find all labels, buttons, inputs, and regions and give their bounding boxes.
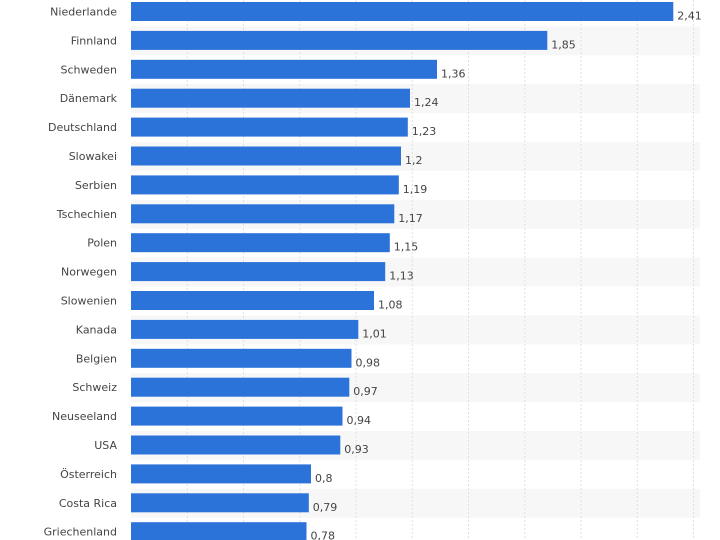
category-label: Österreich: [60, 468, 117, 481]
category-label: Belgien: [76, 352, 117, 365]
bar: [131, 319, 359, 339]
bar: [131, 406, 343, 426]
value-labels: 2,41 1,85 1,36 1,24 1,23 1,2 1,19 1,17 1,15 1,13 1…: [311, 10, 702, 540]
category-label: Polen: [87, 237, 117, 250]
value-label: 1,19: [403, 183, 428, 196]
category-label: Slowenien: [61, 295, 117, 308]
value-label: 1,15: [394, 241, 419, 254]
value-label: 1,08: [378, 299, 403, 312]
bar: [131, 348, 352, 368]
value-label: 0,98: [356, 356, 381, 369]
value-label: 0,97: [353, 385, 378, 398]
bar: [131, 262, 386, 282]
category-label: Deutschland: [48, 121, 117, 134]
value-label: 1,2: [405, 154, 423, 167]
value-label: 1,85: [551, 38, 576, 51]
category-label: Finnland: [71, 34, 117, 47]
bar: [131, 117, 408, 137]
category-label: Niederlande: [50, 6, 117, 19]
category-label: Griechenland: [44, 526, 117, 539]
category-label: Dänemark: [60, 92, 118, 105]
bar: [131, 146, 401, 166]
value-label: 0,93: [344, 443, 369, 456]
category-label: Norwegen: [61, 266, 117, 279]
bar: [131, 435, 341, 455]
bar: [131, 464, 311, 484]
category-label: USA: [94, 439, 117, 452]
bar: [131, 30, 548, 50]
bar: [131, 175, 399, 195]
value-label: 1,23: [412, 125, 437, 138]
category-labels: Niederlande Finnland Schweden Dänemark Deuts…: [44, 6, 118, 539]
bars: [131, 2, 674, 540]
value-label: 0,78: [311, 530, 336, 540]
bar: [131, 88, 410, 108]
value-label: 1,13: [389, 270, 414, 283]
value-label: 0,8: [315, 472, 333, 485]
bar: [131, 233, 390, 253]
bar: [131, 377, 350, 397]
bar: [131, 291, 374, 310]
bar: [131, 493, 309, 513]
value-label: 0,79: [313, 501, 338, 514]
category-label: Neuseeland: [52, 410, 117, 423]
value-label: 1,24: [414, 96, 439, 109]
category-label: Schweden: [61, 63, 118, 76]
category-label: Slowakei: [69, 150, 117, 163]
value-label: 1,36: [441, 67, 466, 80]
bar: [131, 59, 437, 79]
category-label: Schweiz: [72, 381, 117, 394]
bar: [131, 522, 307, 540]
value-label: 0,94: [347, 414, 372, 427]
category-label: Costa Rica: [59, 497, 117, 510]
category-label: Serbien: [75, 179, 117, 192]
value-label: 1,17: [398, 212, 423, 225]
category-label: Tschechien: [56, 208, 117, 221]
value-label: 2,41: [677, 10, 702, 23]
bar: [131, 2, 674, 21]
category-label: Kanada: [76, 323, 117, 336]
bar: [131, 204, 395, 224]
value-label: 1,01: [362, 327, 387, 340]
